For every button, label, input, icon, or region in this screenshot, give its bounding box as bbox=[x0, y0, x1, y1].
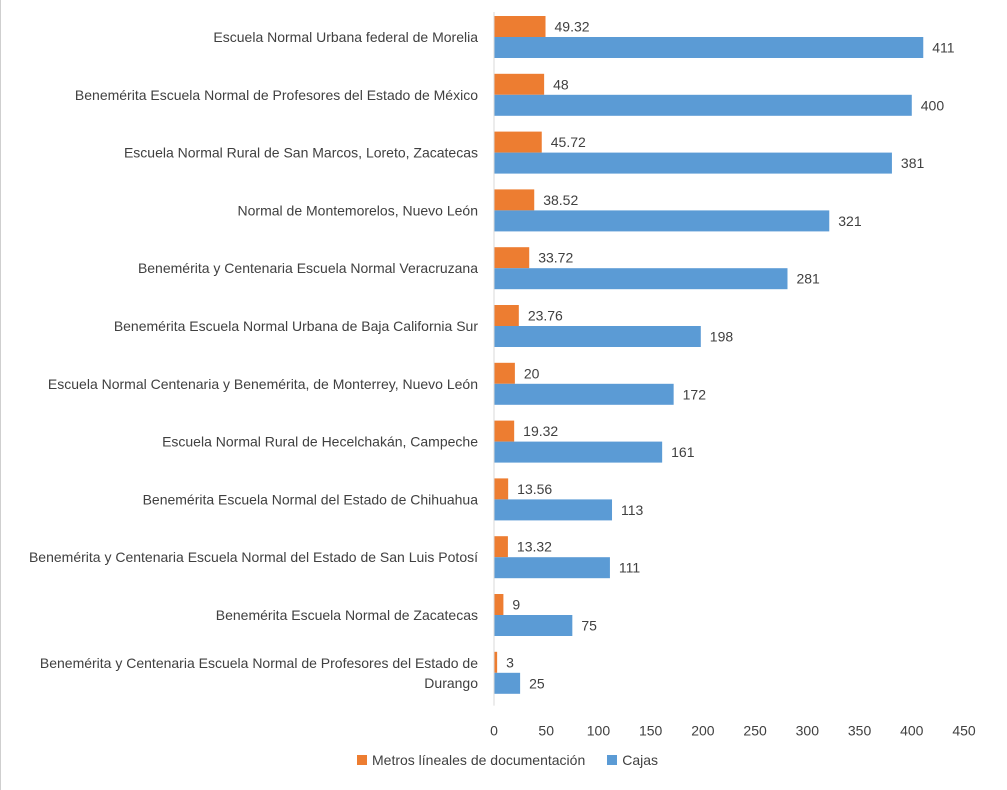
data-label-cajas-0: 411 bbox=[932, 40, 955, 56]
data-label-cajas-2: 381 bbox=[901, 155, 925, 171]
data-label-metros-0: 49.32 bbox=[555, 19, 590, 35]
category-label-8: Benemérita Escuela Normal del Estado de … bbox=[143, 491, 479, 507]
data-label-metros-7: 19.32 bbox=[523, 423, 558, 439]
category-label-4: Benemérita y Centenaria Escuela Normal V… bbox=[138, 260, 478, 276]
category-label-10: Benemérita Escuela Normal de Zacatecas bbox=[216, 607, 478, 623]
bar-metros-7 bbox=[494, 421, 514, 442]
category-label-6: Escuela Normal Centenaria y Benemérita, … bbox=[48, 376, 478, 392]
category-label-1: Benemérita Escuela Normal de Profesores … bbox=[75, 87, 478, 103]
bar-cajas-10 bbox=[494, 615, 572, 636]
bar-metros-1 bbox=[494, 74, 544, 95]
data-label-cajas-3: 321 bbox=[838, 213, 862, 229]
data-label-metros-6: 20 bbox=[524, 365, 540, 381]
legend-item-metros: Metros líneales de documentación bbox=[357, 752, 585, 768]
x-tick-400: 400 bbox=[900, 723, 924, 739]
bar-cajas-8 bbox=[494, 499, 612, 520]
data-label-cajas-1: 400 bbox=[921, 97, 945, 113]
x-tick-100: 100 bbox=[587, 723, 611, 739]
bar-cajas-6 bbox=[494, 384, 674, 405]
bar-metros-6 bbox=[494, 363, 515, 384]
data-label-cajas-10: 75 bbox=[581, 618, 597, 634]
data-label-metros-1: 48 bbox=[553, 76, 569, 92]
bar-metros-4 bbox=[494, 247, 529, 268]
data-label-cajas-7: 161 bbox=[671, 444, 695, 460]
category-label-0: Escuela Normal Urbana federal de Morelia bbox=[213, 29, 478, 45]
legend-swatch-metros bbox=[357, 755, 367, 765]
bar-cajas-3 bbox=[494, 210, 829, 231]
category-label-2: Escuela Normal Rural de San Marcos, Lore… bbox=[124, 145, 478, 161]
x-tick-250: 250 bbox=[743, 723, 767, 739]
category-label-11-line-1: Durango bbox=[424, 675, 478, 691]
bar-cajas-7 bbox=[494, 442, 662, 463]
data-label-cajas-4: 281 bbox=[796, 271, 820, 287]
bar-metros-8 bbox=[494, 478, 508, 499]
legend-item-cajas: Cajas bbox=[607, 752, 658, 768]
x-tick-0: 0 bbox=[490, 723, 498, 739]
data-label-metros-3: 38.52 bbox=[543, 192, 578, 208]
bars-group bbox=[494, 16, 923, 694]
bar-cajas-9 bbox=[494, 557, 610, 578]
bar-metros-5 bbox=[494, 305, 519, 326]
x-axis-ticks-group: 0 50 100 150 200 250 300 350 400 450 bbox=[490, 723, 976, 739]
category-label-9: Benemérita y Centenaria Escuela Normal d… bbox=[29, 549, 478, 565]
category-label-11-line-0: Benemérita y Centenaria Escuela Normal d… bbox=[40, 655, 478, 671]
bar-metros-3 bbox=[494, 189, 534, 210]
bar-metros-10 bbox=[494, 594, 503, 615]
data-label-metros-8: 13.56 bbox=[517, 481, 552, 497]
data-label-cajas-9: 111 bbox=[619, 560, 640, 576]
legend-label-cajas: Cajas bbox=[622, 752, 658, 768]
legend-swatch-cajas bbox=[607, 755, 617, 765]
bar-metros-0 bbox=[494, 16, 546, 37]
bar-cajas-5 bbox=[494, 326, 701, 347]
data-label-cajas-5: 198 bbox=[710, 329, 734, 345]
bar-cajas-1 bbox=[494, 95, 912, 116]
category-label-5: Benemérita Escuela Normal Urbana de Baja… bbox=[114, 318, 479, 334]
bar-metros-9 bbox=[494, 536, 508, 557]
bar-cajas-4 bbox=[494, 268, 787, 289]
data-labels-group: 49.32 411 48 400 45.72 381 38.52 321 33.72 281 23.… bbox=[506, 19, 955, 692]
category-labels-group: Escuela Normal Urbana federal de Morelia… bbox=[29, 29, 478, 691]
x-tick-450: 450 bbox=[952, 723, 976, 739]
bar-chart: Escuela Normal Urbana federal de Morelia… bbox=[0, 0, 1007, 745]
bar-cajas-2 bbox=[494, 153, 892, 174]
x-tick-350: 350 bbox=[848, 723, 872, 739]
category-label-3: Normal de Montemorelos, Nuevo León bbox=[238, 202, 478, 218]
bar-metros-2 bbox=[494, 132, 542, 153]
x-tick-200: 200 bbox=[691, 723, 715, 739]
x-tick-50: 50 bbox=[538, 723, 554, 739]
data-label-metros-4: 33.72 bbox=[538, 250, 573, 266]
x-tick-300: 300 bbox=[796, 723, 820, 739]
data-label-cajas-6: 172 bbox=[683, 386, 707, 402]
data-label-metros-11: 3 bbox=[506, 654, 514, 670]
data-label-cajas-8: 113 bbox=[621, 502, 644, 518]
data-label-cajas-11: 25 bbox=[529, 675, 545, 691]
legend-label-metros: Metros líneales de documentación bbox=[372, 752, 585, 768]
bar-cajas-0 bbox=[494, 37, 923, 58]
category-label-7: Escuela Normal Rural de Hecelchakán, Cam… bbox=[162, 434, 478, 450]
data-label-metros-10: 9 bbox=[512, 597, 520, 613]
x-tick-150: 150 bbox=[639, 723, 663, 739]
data-label-metros-2: 45.72 bbox=[551, 134, 586, 150]
data-label-metros-5: 23.76 bbox=[528, 308, 563, 324]
legend: Metros líneales de documentación Cajas bbox=[357, 752, 658, 768]
data-label-metros-9: 13.32 bbox=[517, 539, 552, 555]
bar-cajas-11 bbox=[494, 673, 520, 694]
